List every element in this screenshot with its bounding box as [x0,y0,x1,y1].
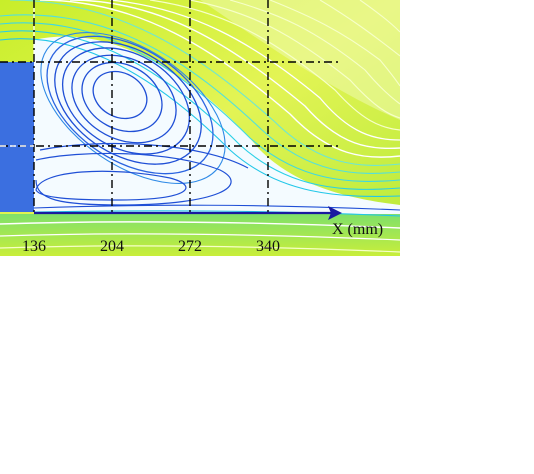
streamline-plot: X (mm) 136 204 272 340 [0,0,400,256]
reference-gridlines [0,0,340,214]
wall-streamlines [0,204,400,253]
shear-layer-streamlines [0,0,400,197]
streamline-figure: X (mm) 136 204 272 340 [0,0,400,256]
secondary-vortex [35,142,249,206]
backward-facing-step [0,62,34,212]
x-tick-label-340: 340 [256,238,280,255]
x-axis-arrowhead [328,206,342,220]
recirculation-zone [34,36,400,214]
upper-shear-band [200,0,400,120]
x-tick-label-272: 272 [178,238,202,255]
x-tick-label-204: 204 [100,238,124,255]
primary-vortex [40,31,226,185]
x-axis [34,206,342,220]
x-axis-label: X (mm) [332,221,383,238]
x-tick-label-136: 136 [22,238,46,255]
